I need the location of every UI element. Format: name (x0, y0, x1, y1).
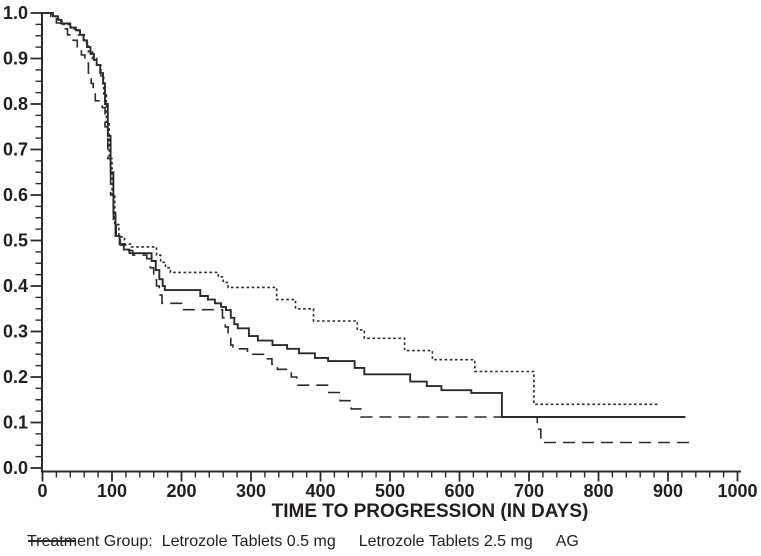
series-line-ag (42, 12, 693, 444)
x-tick-label: 600 (444, 481, 474, 501)
x-tick-label: 200 (166, 481, 196, 501)
series-lines (42, 12, 693, 444)
y-tick-label: 0.6 (3, 185, 28, 205)
y-tick-label: 0.1 (3, 413, 28, 433)
legend-item-label: Letrozole Tablets 0.5 mg (161, 533, 336, 550)
x-tick-label: 100 (97, 481, 127, 501)
axis-ticks (30, 12, 739, 482)
series-line-letrozole-0-5mg (42, 12, 686, 418)
legend-item-label: Letrozole Tablets 2.5 mg (358, 533, 533, 550)
y-tick-label: 0.5 (3, 231, 28, 251)
series-line-letrozole-2-5mg (42, 12, 658, 406)
y-tick-label: 0.0 (3, 458, 28, 478)
y-tick-label: 0.8 (3, 94, 28, 114)
y-tick-label: 0.4 (3, 276, 28, 296)
x-tick-label: 700 (514, 481, 544, 501)
legend-item-ag: AG (28, 532, 579, 552)
x-tick-label: 500 (375, 481, 405, 501)
x-tick-label: 800 (583, 481, 613, 501)
dashed-line-sample-icon (28, 540, 60, 542)
x-tick-label: 300 (236, 481, 266, 501)
axes (41, 12, 741, 473)
x-axis-title: TIME TO PROGRESSION (IN DAYS) (272, 501, 589, 522)
legend-item-label: AG (555, 533, 579, 550)
x-tick-label: 1000 (717, 481, 757, 501)
y-tick-label: 0.7 (3, 140, 28, 160)
x-tick-label: 400 (305, 481, 335, 501)
y-tick-label: 0.2 (3, 367, 28, 387)
x-tick-label: 900 (653, 481, 683, 501)
legend-item-letrozole-2-5mg: Letrozole Tablets 2.5 mg (28, 532, 533, 552)
y-tick-label: 1.0 (3, 3, 28, 23)
y-tick-label: 0.9 (3, 49, 28, 69)
legend-title: Treatment Group: (27, 533, 153, 550)
y-tick-label: 0.3 (3, 322, 28, 342)
legend: Treatment Group: Letrozole Tablets 0.5 m… (27, 532, 579, 552)
axis-tick-labels: 1.0 0.9 0.8 0.7 0.6 0.5 0.4 0.3 0.2 0.1 0.0 0 100 200… (3, 3, 758, 501)
x-tick-label: 0 (37, 481, 47, 501)
legend-item-letrozole-0-5mg: Letrozole Tablets 0.5 mg (28, 532, 336, 552)
